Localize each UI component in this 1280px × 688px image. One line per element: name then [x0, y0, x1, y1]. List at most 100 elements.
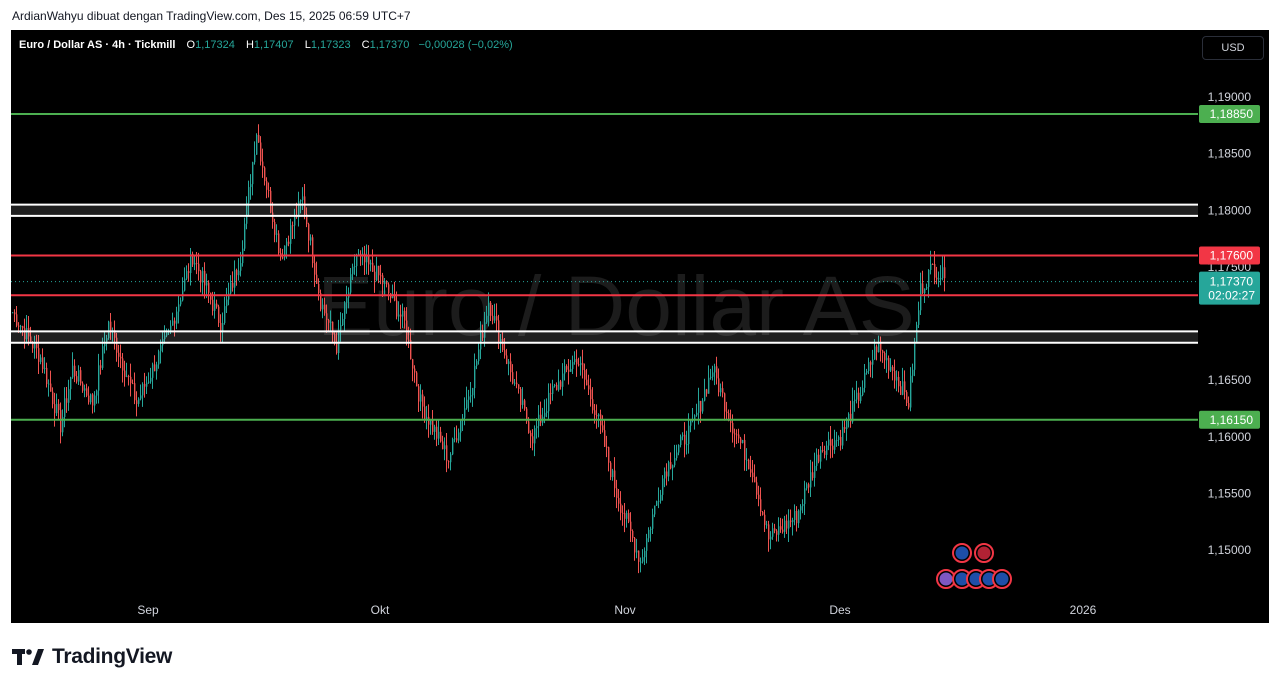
candle-body	[586, 379, 588, 386]
tradingview-brand[interactable]: TradingView	[12, 644, 172, 670]
candle-body	[670, 462, 672, 469]
candle-body	[494, 316, 496, 321]
candle-body	[338, 329, 340, 354]
candle-body	[282, 257, 284, 259]
candle-body	[714, 366, 716, 373]
candle-body	[868, 362, 870, 372]
candle-body	[466, 399, 468, 409]
candle-body	[70, 377, 72, 390]
candle-body	[130, 376, 132, 384]
candle-body	[32, 342, 34, 349]
candle-body	[424, 406, 426, 420]
candle-body	[244, 223, 246, 249]
candle-body	[546, 411, 548, 413]
candle-body	[640, 561, 642, 563]
eu-event-icon-3-fill	[969, 572, 983, 586]
candle-body	[66, 398, 68, 403]
candle-body	[474, 365, 476, 389]
candle-body	[138, 398, 140, 404]
currency-button[interactable]: USD	[1202, 36, 1264, 60]
candle-body	[652, 514, 654, 529]
candle-body	[612, 470, 614, 478]
candle-body	[376, 265, 378, 281]
candle-body	[798, 510, 800, 524]
candle-body	[762, 511, 764, 515]
candle-body	[890, 366, 892, 371]
candle-body	[88, 395, 90, 403]
candle-body	[876, 346, 878, 353]
candle-body	[332, 321, 334, 335]
candle-body	[598, 414, 600, 417]
candle-body	[172, 320, 174, 326]
candle-body	[148, 381, 150, 383]
candle-body	[894, 370, 896, 381]
candle-body	[224, 306, 226, 323]
candle-body	[58, 403, 60, 411]
candle-body	[540, 414, 542, 423]
candle-body	[750, 469, 752, 473]
candle-body	[328, 320, 330, 323]
tradingview-logo-icon	[12, 649, 44, 665]
candle-body	[378, 265, 380, 276]
chart-panel[interactable]: Euro / Dollar AS 1,19000 1,18500 1,18000 1,1…	[11, 30, 1269, 623]
candle-body	[432, 420, 434, 432]
candle-body	[190, 253, 192, 273]
candle-body	[76, 376, 78, 382]
candle-body	[896, 376, 898, 381]
candle-body	[880, 343, 882, 351]
candle-body	[382, 275, 384, 284]
x-tick-label-0: Sep	[137, 603, 159, 617]
close-value: 1,17370	[369, 39, 410, 51]
candle-body	[408, 339, 410, 341]
candle-body	[860, 395, 862, 401]
candle-body	[422, 394, 424, 407]
candle-body	[694, 415, 696, 420]
candle-body	[418, 386, 420, 402]
candle-body	[480, 333, 482, 350]
candle-body	[354, 266, 356, 268]
candle-body	[916, 324, 918, 343]
candle-body	[92, 394, 94, 406]
candle-body	[636, 550, 638, 553]
candle-body	[668, 462, 670, 477]
candle-body	[334, 334, 336, 342]
candle-body	[160, 345, 162, 352]
candle-body	[306, 214, 308, 225]
x-tick-label-2: Nov	[614, 603, 635, 617]
candle-body	[420, 394, 422, 402]
level-tag-3-box	[1199, 410, 1260, 429]
candle-body	[188, 271, 190, 273]
candle-body	[872, 359, 874, 365]
price-chart[interactable]: Euro / Dollar AS 1,19000 1,18500 1,18000 1,1…	[11, 30, 1269, 623]
candle-body	[660, 494, 662, 501]
candle-body	[698, 400, 700, 413]
high-label: H	[245, 39, 254, 51]
candle-body	[60, 410, 62, 433]
candle-body	[458, 432, 460, 441]
candle-body	[124, 370, 126, 377]
candle-body	[478, 349, 480, 362]
current-price-box	[1199, 271, 1260, 305]
candle-body	[102, 346, 104, 368]
candle-body	[446, 445, 448, 462]
candle-body	[788, 520, 790, 529]
low-value: 1,17323	[310, 39, 351, 51]
candle-body	[20, 326, 22, 328]
candle-body	[238, 270, 240, 276]
candle-body	[722, 388, 724, 394]
candle-body	[870, 362, 872, 365]
candle-body	[774, 528, 776, 531]
candle-body	[510, 361, 512, 373]
candle-body	[800, 506, 802, 511]
candle-body	[364, 253, 366, 263]
candle-body	[892, 366, 894, 371]
level-tag-0-text: 1,18850	[1210, 107, 1254, 121]
candle-body	[444, 445, 446, 450]
candle-body	[202, 270, 204, 283]
candle-body	[710, 376, 712, 378]
candle-body	[854, 399, 856, 402]
candle-body	[734, 433, 736, 435]
candle-body	[754, 477, 756, 483]
candle-body	[12, 312, 14, 314]
candle-body	[684, 434, 686, 445]
